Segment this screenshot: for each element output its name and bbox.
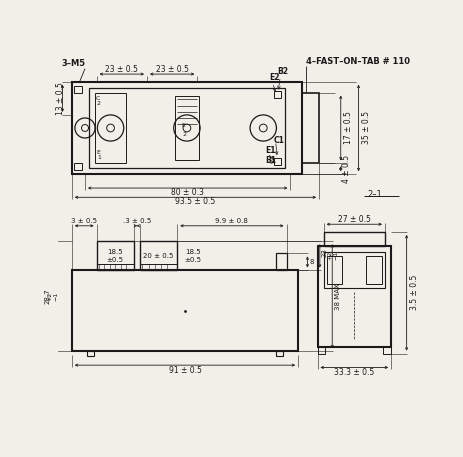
Text: E: E bbox=[182, 123, 186, 128]
Text: B1: B1 bbox=[265, 156, 276, 165]
Text: 9.9 ± 0.8: 9.9 ± 0.8 bbox=[215, 218, 248, 224]
Text: B2: B2 bbox=[277, 67, 288, 76]
Bar bbox=[88, 351, 94, 356]
Text: 3 ± 0.5: 3 ± 0.5 bbox=[71, 218, 97, 224]
Bar bbox=[276, 254, 287, 271]
Text: 2–1: 2–1 bbox=[368, 190, 382, 199]
Text: ±0.5: ±0.5 bbox=[107, 257, 124, 263]
Text: .3 ± 0.5: .3 ± 0.5 bbox=[123, 218, 151, 224]
Text: 2: 2 bbox=[97, 101, 101, 106]
Bar bbox=[97, 241, 134, 271]
Text: E1: E1 bbox=[265, 146, 275, 155]
Text: 20 ± 0.5: 20 ± 0.5 bbox=[144, 253, 174, 259]
Text: 18.5: 18.5 bbox=[185, 249, 200, 255]
Bar bbox=[324, 232, 385, 246]
Text: 13 ± 0.5: 13 ± 0.5 bbox=[56, 82, 65, 115]
Text: 3.5 ± 0.5: 3.5 ± 0.5 bbox=[410, 275, 419, 310]
Bar bbox=[324, 252, 385, 288]
Bar bbox=[140, 241, 177, 271]
Bar bbox=[302, 93, 319, 164]
Text: 4–FAST–ON–TAB # 110: 4–FAST–ON–TAB # 110 bbox=[306, 57, 410, 66]
Text: 3–M5: 3–M5 bbox=[62, 59, 86, 69]
Text: 23 ± 0.5: 23 ± 0.5 bbox=[156, 65, 188, 74]
Text: +2
−1: +2 −1 bbox=[328, 251, 338, 260]
Bar bbox=[366, 256, 382, 284]
Text: 8: 8 bbox=[310, 259, 314, 265]
Text: 2: 2 bbox=[182, 132, 187, 137]
Text: 23 ± 0.5: 23 ± 0.5 bbox=[106, 65, 138, 74]
Text: 4 ± 0.5: 4 ± 0.5 bbox=[342, 155, 351, 183]
Text: 23: 23 bbox=[321, 248, 327, 257]
Bar bbox=[140, 264, 177, 271]
Bar bbox=[95, 93, 126, 164]
Bar bbox=[74, 163, 82, 170]
Bar bbox=[274, 158, 281, 165]
Text: 1: 1 bbox=[97, 155, 101, 160]
Text: 28.7: 28.7 bbox=[44, 288, 50, 304]
Bar bbox=[74, 85, 82, 93]
Bar bbox=[318, 347, 325, 354]
Text: E2: E2 bbox=[269, 73, 280, 82]
Bar bbox=[72, 271, 298, 351]
Text: 27 ± 0.5: 27 ± 0.5 bbox=[338, 215, 371, 224]
Text: 17 ± 0.5: 17 ± 0.5 bbox=[344, 112, 353, 144]
Text: +2
−1: +2 −1 bbox=[48, 292, 59, 301]
Text: C: C bbox=[96, 96, 100, 101]
Bar bbox=[89, 88, 285, 168]
Text: 35 ± 0.5: 35 ± 0.5 bbox=[362, 112, 371, 144]
Bar bbox=[276, 351, 282, 356]
Text: 91 ± 0.5: 91 ± 0.5 bbox=[169, 366, 201, 375]
Text: 33.3 ± 0.5: 33.3 ± 0.5 bbox=[334, 368, 375, 377]
Text: 80 ± 0.3: 80 ± 0.3 bbox=[171, 188, 204, 197]
Bar bbox=[274, 91, 281, 98]
Text: ±0.5: ±0.5 bbox=[184, 257, 201, 263]
Bar bbox=[327, 256, 342, 284]
Text: 18.5: 18.5 bbox=[107, 249, 123, 255]
Text: E: E bbox=[96, 150, 100, 155]
Bar bbox=[383, 347, 391, 354]
Text: 93.5 ± 0.5: 93.5 ± 0.5 bbox=[175, 197, 216, 207]
Bar bbox=[175, 96, 199, 160]
Bar bbox=[97, 264, 134, 271]
Text: 38 MAX: 38 MAX bbox=[335, 283, 341, 309]
Text: C1: C1 bbox=[273, 136, 284, 145]
Bar bbox=[72, 82, 302, 174]
Bar bbox=[318, 246, 391, 347]
